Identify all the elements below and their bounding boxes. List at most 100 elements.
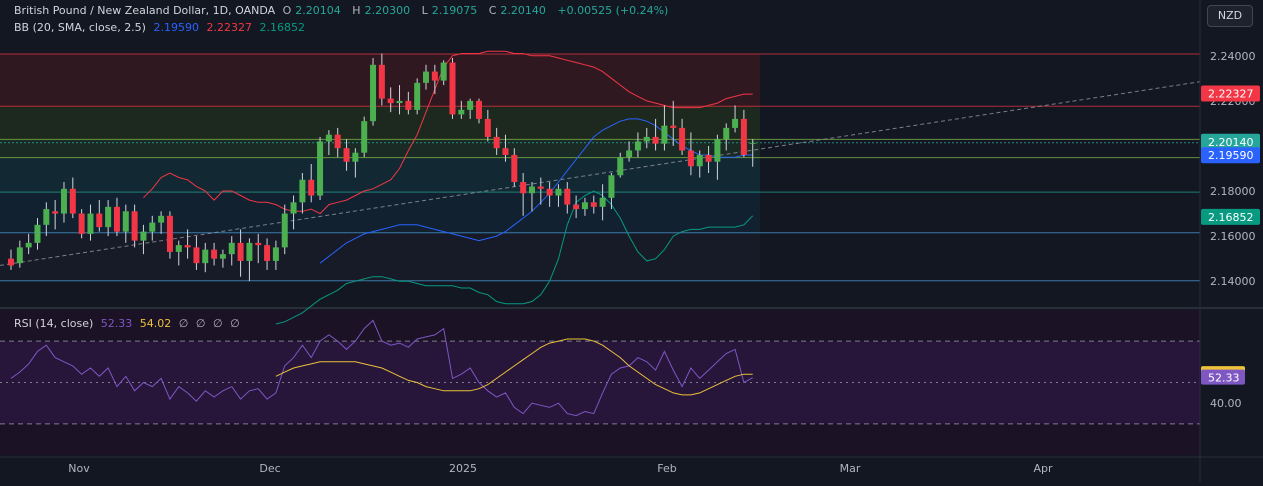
level-zone [0, 106, 760, 140]
candle-body [122, 211, 129, 232]
candle-body [325, 134, 332, 142]
y-tick-label: 2.16000 [1210, 230, 1256, 243]
candle-body [131, 211, 138, 241]
bb-legend[interactable]: BB (20, SMA, close, 2.5) 2.19590 2.22327… [14, 21, 309, 35]
candle [175, 240, 182, 266]
candle-body [96, 213, 103, 228]
rsi-empty-1: ∅ [178, 317, 189, 330]
candle-body [626, 150, 633, 158]
candle [696, 150, 703, 178]
candle [8, 249, 14, 270]
candle [661, 105, 668, 151]
rsi-label: RSI (14, close) [14, 317, 94, 330]
candle-body [414, 82, 421, 110]
trend-line [0, 81, 1201, 266]
rsi-ma-value: 54.02 [139, 317, 172, 330]
candle [343, 139, 350, 171]
candle [166, 211, 173, 259]
candle-body [696, 154, 703, 167]
candle [255, 233, 262, 264]
candle [528, 182, 535, 212]
candle-body [740, 118, 747, 155]
candle-body [590, 202, 597, 207]
candle-body [202, 249, 209, 264]
candle [643, 127, 650, 149]
candle [732, 105, 739, 133]
candle-body [113, 206, 120, 232]
candle-body [334, 134, 341, 149]
candle [705, 145, 712, 173]
candle [440, 60, 447, 86]
candle-body [714, 139, 721, 162]
candle [325, 130, 332, 155]
price-label-box [1201, 147, 1260, 164]
candle-body [52, 211, 59, 214]
candle-body [255, 242, 262, 246]
candle-body [16, 247, 23, 264]
candle-body [679, 127, 686, 151]
candle [113, 197, 120, 237]
candle [679, 118, 686, 155]
candle-body [723, 127, 730, 140]
candle-body [670, 125, 677, 128]
candle [122, 204, 129, 243]
candle [52, 200, 59, 230]
price-label-box [1201, 208, 1260, 225]
candle-body [184, 245, 191, 248]
candle [617, 152, 624, 178]
candle-body [370, 64, 377, 122]
candle [78, 209, 85, 239]
candle [502, 134, 509, 162]
level-zone [0, 157, 760, 193]
candle-body [687, 150, 694, 167]
y-tick-label: 2.14000 [1210, 275, 1256, 288]
candle [431, 64, 438, 95]
candle-body [43, 209, 50, 225]
bb-basis-value: 2.19590 [153, 21, 199, 34]
rsi-legend[interactable]: RSI (14, close) 52.33 54.02 ∅ ∅ ∅ ∅ [14, 317, 244, 331]
candle [740, 109, 747, 158]
candle [546, 182, 553, 207]
candle [317, 136, 324, 201]
price-label-text: 2.20140 [1208, 136, 1254, 149]
candle-body [175, 245, 182, 252]
candle [396, 85, 403, 115]
candle [573, 195, 580, 219]
open-label: O [282, 4, 292, 17]
candle [634, 132, 641, 158]
symbol-title: British Pound / New Zealand Dollar, 1D, … [14, 4, 276, 17]
currency-button[interactable]: NZD [1207, 5, 1253, 27]
x-tick-label: Mar [840, 462, 861, 475]
candle [60, 182, 67, 223]
candle [484, 109, 491, 142]
low-label: L [421, 4, 428, 17]
candle-body [78, 213, 85, 234]
candle-body [343, 148, 350, 162]
candle-body [475, 100, 482, 119]
candle [749, 139, 756, 167]
candle [69, 177, 76, 219]
candle [423, 64, 430, 90]
candle-body [484, 118, 491, 137]
price-label-text: 2.22327 [1208, 87, 1254, 100]
x-tick-label: Nov [68, 462, 90, 475]
candle-body [34, 224, 41, 243]
candle [361, 116, 368, 158]
candle [272, 240, 279, 270]
candle [520, 173, 527, 216]
main-legend: British Pound / New Zealand Dollar, 1D, … [14, 4, 672, 18]
x-tick-label: Feb [657, 462, 676, 475]
candle-body [458, 109, 465, 115]
candle [370, 58, 377, 126]
rsi-ma-line [275, 338, 753, 396]
candle-body [264, 245, 271, 261]
candle-body [361, 121, 368, 153]
candle-body [608, 175, 615, 198]
candle-body [440, 62, 447, 81]
candle [723, 123, 730, 151]
candle [405, 91, 412, 115]
candle-body [467, 100, 474, 110]
